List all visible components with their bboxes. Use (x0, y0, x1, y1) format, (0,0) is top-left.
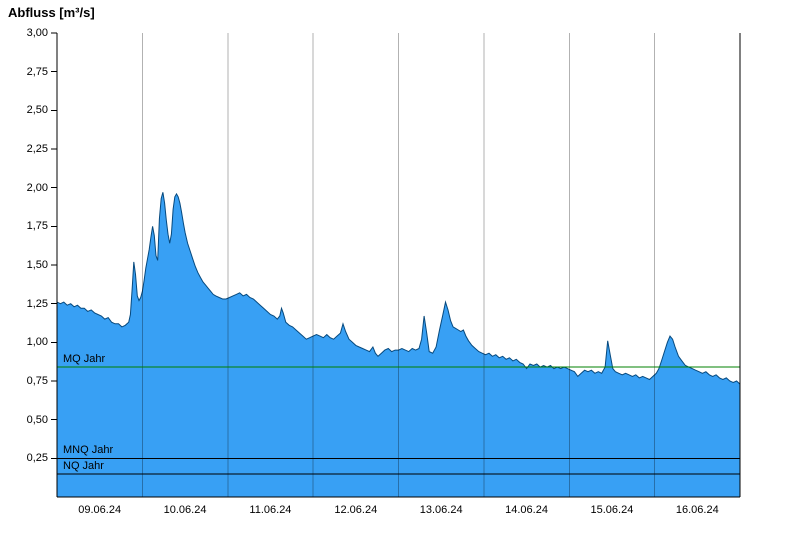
y-tick-label: 2,25 (26, 143, 48, 155)
y-tick-label: 3,00 (26, 27, 48, 39)
y-tick-label: 2,00 (26, 181, 48, 194)
x-tick-label: 10.06.24 (163, 504, 207, 516)
discharge-line (56, 192, 741, 385)
x-tick-label: 12.06.24 (334, 504, 378, 516)
y-tick-label: 2,75 (26, 65, 48, 78)
x-tick-label: 16.06.24 (675, 504, 719, 516)
x-tick-label: 15.06.24 (590, 504, 634, 516)
y-tick-label: 0,25 (26, 452, 48, 465)
x-tick-label: 09.06.24 (78, 504, 122, 516)
reference-label-mnq: MNQ Jahr (63, 444, 114, 457)
x-tick-label: 13.06.24 (419, 504, 463, 516)
y-tick-label: 1,50 (26, 259, 48, 271)
y-tick-label: 0,50 (26, 413, 48, 426)
x-tick-label: 11.06.24 (249, 504, 292, 516)
y-tick-label: 1,25 (26, 297, 48, 310)
chart-title: Abfluss [m³/s] (8, 5, 95, 20)
y-tick-label: 0,75 (26, 375, 48, 387)
y-tick-label: 1,00 (26, 336, 48, 349)
y-tick-label: 1,75 (26, 220, 48, 233)
reference-label-nq: NQ Jahr (63, 459, 104, 472)
discharge-area-fill (57, 192, 740, 498)
reference-label-mq: MQ Jahr (63, 353, 106, 366)
y-tick-label: 2,50 (26, 104, 48, 117)
x-tick-label: 14.06.24 (505, 504, 548, 516)
